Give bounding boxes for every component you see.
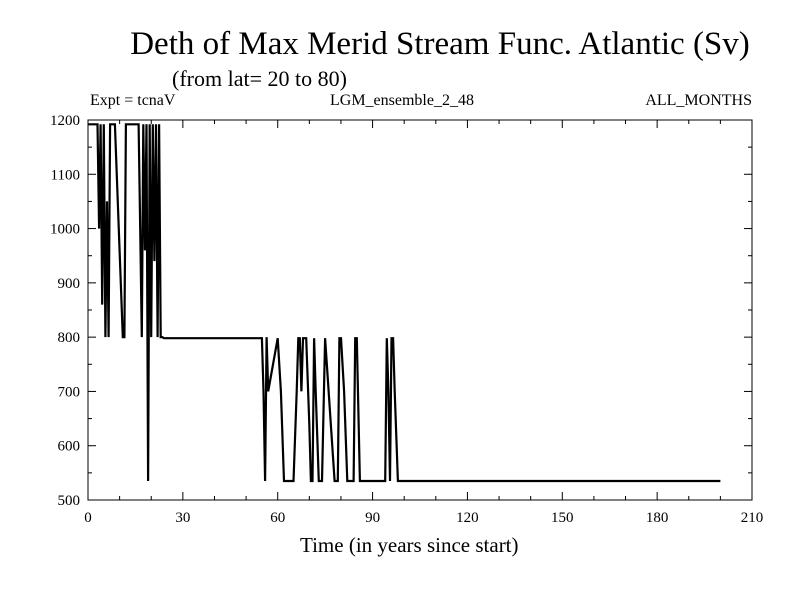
y-tick-label: 600 xyxy=(58,439,81,455)
x-tick-label: 210 xyxy=(741,510,764,526)
x-tick-label: 90 xyxy=(365,510,380,526)
y-tick-label: 800 xyxy=(58,330,81,346)
months-label: ALL_MONTHS xyxy=(645,92,752,109)
ensemble-label: LGM_ensemble_2_48 xyxy=(330,92,474,109)
x-tick-label: 120 xyxy=(456,510,479,526)
x-axis-label: Time (in years since start) xyxy=(300,533,519,557)
x-tick-label: 60 xyxy=(270,510,285,526)
x-tick-label: 30 xyxy=(175,510,190,526)
y-tick-label: 1100 xyxy=(51,167,80,183)
y-tick-label: 900 xyxy=(58,276,81,292)
x-tick-label: 0 xyxy=(84,510,92,526)
x-tick-label: 180 xyxy=(646,510,669,526)
chart-title: Deth of Max Merid Stream Func. Atlantic … xyxy=(130,26,750,62)
x-tick-label: 150 xyxy=(551,510,574,526)
experiment-label: Expt = tcnaV xyxy=(90,92,176,109)
plot-frame xyxy=(87,119,753,501)
y-tick-label: 500 xyxy=(58,493,81,509)
y-tick-label: 700 xyxy=(58,384,81,400)
series-line xyxy=(88,123,721,483)
y-tick-label: 1200 xyxy=(50,113,80,129)
chart-subtitle: (from lat= 20 to 80) xyxy=(172,66,347,91)
y-tick-label: 1000 xyxy=(50,222,80,238)
